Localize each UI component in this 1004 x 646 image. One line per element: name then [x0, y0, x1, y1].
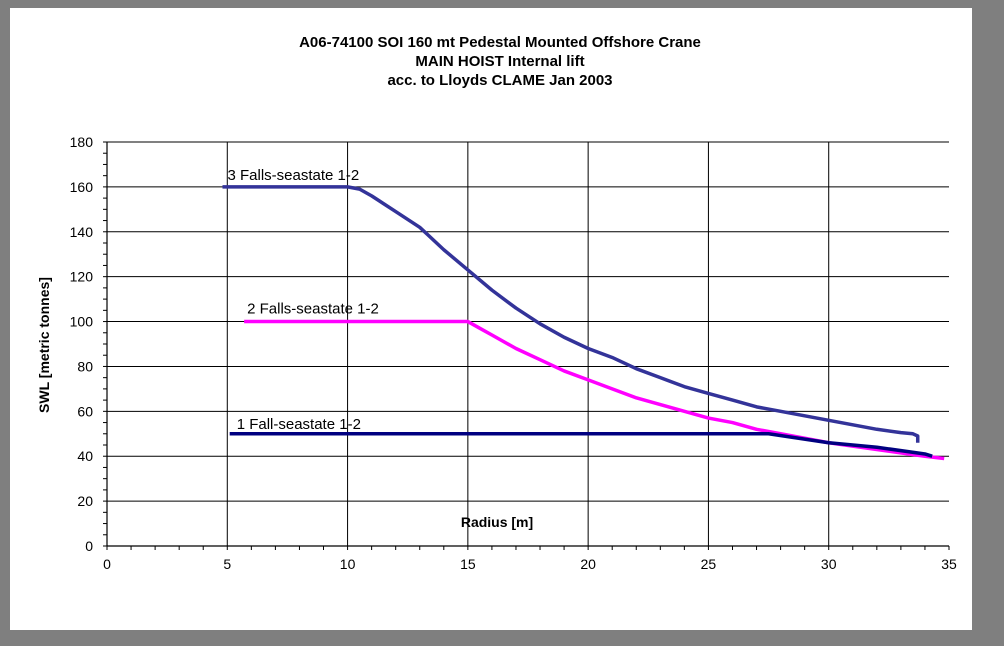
x-tick-label-4: 20 — [580, 556, 596, 572]
series-line-2 — [229, 432, 933, 458]
x-tick-label-5: 25 — [701, 556, 717, 572]
x-tick-label-6: 30 — [821, 556, 837, 572]
x-tick-label-3: 15 — [460, 556, 476, 572]
y-tick-label-9: 180 — [70, 134, 94, 150]
y-tick-label-0: 0 — [85, 538, 93, 554]
series-line-1 — [244, 319, 945, 461]
series-labels: 3 Falls-seastate 1-2 2 Falls-seastate 1-2… — [227, 167, 378, 433]
series-label-0: 3 Falls-seastate 1-2 — [227, 167, 359, 184]
x-tick-label-0: 0 — [103, 556, 111, 572]
series-lines — [222, 185, 945, 461]
y-tick-label-3: 60 — [77, 403, 93, 419]
x-tick-labels: 0 5 10 15 20 25 30 35 — [103, 556, 957, 572]
x-axis-title: Radius [m] — [461, 514, 533, 530]
x-tick-label-7: 35 — [941, 556, 957, 572]
chart-title-line-1: A06-74100 SOI 160 mt Pedestal Mounted Of… — [299, 34, 701, 51]
y-tick-label-8: 160 — [70, 179, 94, 195]
series-label-2: 1 Fall-seastate 1-2 — [237, 416, 361, 433]
series-line-0 — [222, 185, 920, 443]
y-tick-label-4: 80 — [77, 358, 93, 374]
x-tick-label-1: 5 — [223, 556, 231, 572]
minor-ticks — [103, 141, 950, 550]
y-tick-label-7: 140 — [70, 224, 94, 240]
y-tick-label-6: 120 — [70, 269, 94, 285]
x-tick-label-2: 10 — [340, 556, 356, 572]
y-tick-label-2: 40 — [77, 448, 93, 464]
y-tick-label-1: 20 — [77, 493, 93, 509]
axes — [106, 142, 949, 547]
series-label-1: 2 Falls-seastate 1-2 — [247, 301, 379, 318]
y-tick-label-5: 100 — [70, 314, 94, 330]
grid-lines — [107, 141, 949, 546]
y-axis-title: SWL [metric tonnes] — [36, 277, 52, 413]
chart-title-line-2: MAIN HOIST Internal lift — [415, 53, 584, 70]
chart-title: A06-74100 SOI 160 mt Pedestal Mounted Of… — [299, 34, 701, 89]
y-tick-labels: 0 20 40 60 80 100 120 140 160 180 — [70, 134, 94, 554]
chart-title-line-3: acc. to Lloyds CLAME Jan 2003 — [387, 72, 612, 89]
